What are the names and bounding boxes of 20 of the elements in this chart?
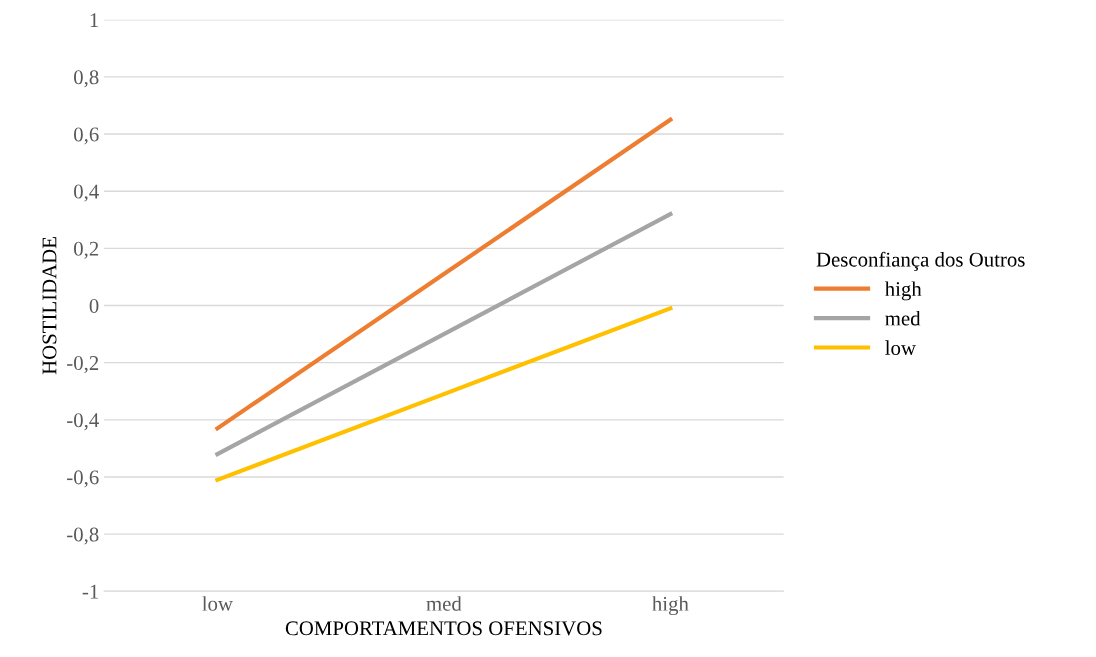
y-tick-label: 1 <box>90 13 99 27</box>
y-tick-label: -0,4 <box>67 413 99 431</box>
y-tick-label: -0,2 <box>67 356 99 374</box>
legend-label: low <box>885 340 916 356</box>
y-tick-label: 0,2 <box>74 241 99 259</box>
y-tick-label: -0,8 <box>67 527 99 545</box>
y-tick-label: 0,8 <box>74 70 99 88</box>
y-tick-label: 0,4 <box>74 184 99 202</box>
x-tick-label: high <box>652 596 689 616</box>
x-tick-label: low <box>202 596 233 611</box>
legend-label: med <box>885 310 921 326</box>
y-tick-label: -1 <box>82 584 99 599</box>
y-tick-label: 0,6 <box>74 127 99 145</box>
x-axis-title: COMPORTAMENTOS OFENSIVOS <box>285 621 602 636</box>
legend-label: high <box>884 281 922 301</box>
y-tick-label: 0 <box>89 298 99 313</box>
x-tick-label: med <box>426 596 462 611</box>
y-axis-title: HOSTILIDADE <box>42 237 57 375</box>
legend-title: Desconfiança dos Outros <box>816 251 1025 271</box>
y-tick-label: -0,6 <box>67 470 99 488</box>
